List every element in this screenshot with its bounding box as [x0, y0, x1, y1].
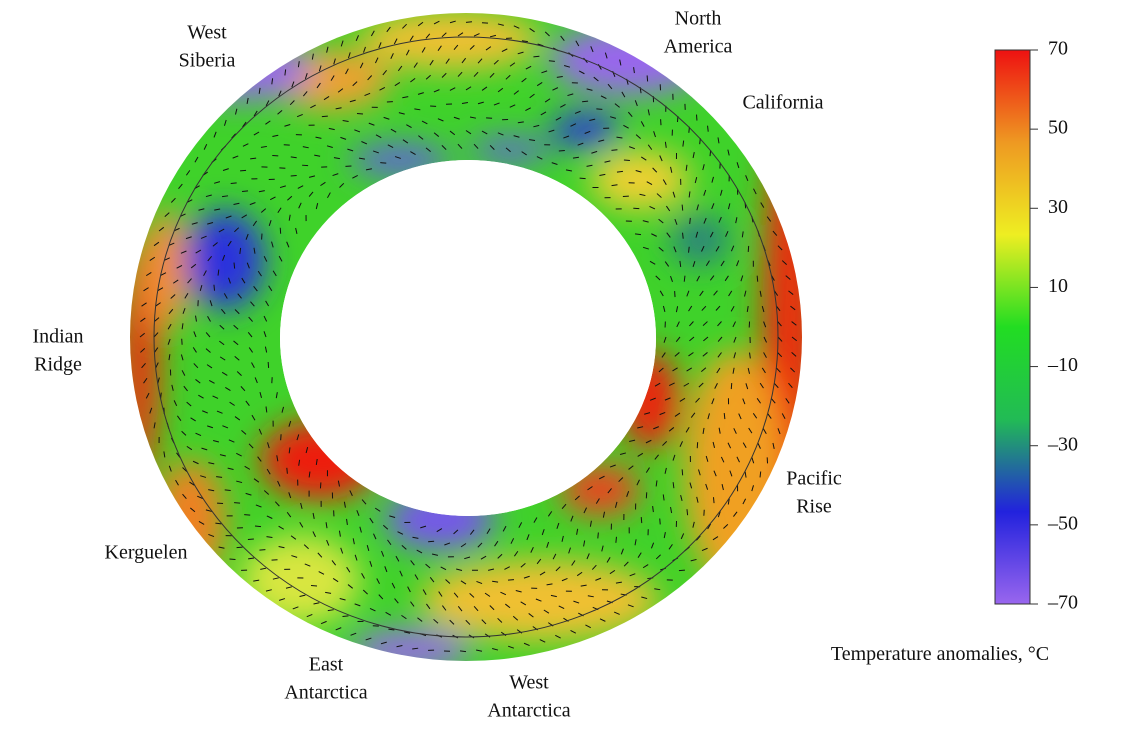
colorbar-tick-label: –10: [1047, 354, 1078, 376]
flow-arrow: [708, 126, 709, 132]
flow-arrow: [679, 570, 685, 571]
flow-arrow: [508, 580, 514, 581]
flow-arrow: [466, 22, 472, 23]
region-label: Antarctica: [487, 700, 570, 722]
colorbar-tick-label: 10: [1048, 275, 1068, 297]
flow-arrow: [250, 158, 256, 159]
flow-arrow: [234, 263, 235, 269]
region-label: Rise: [796, 496, 832, 518]
colorbar-tick-label: –30: [1047, 433, 1078, 455]
flow-arrow: [660, 518, 661, 524]
flow-arrow: [311, 586, 317, 587]
flow-arrow: [687, 509, 688, 515]
colorbar-label: Temperature anomalies, °C: [831, 643, 1049, 665]
region-label: West: [187, 22, 227, 44]
flow-arrow: [242, 191, 248, 192]
flow-arrow: [259, 550, 265, 551]
region-label: Kerguelen: [105, 542, 188, 564]
flow-arrow: [380, 163, 386, 164]
flow-arrow: [214, 285, 215, 291]
colorbar-tick-label: –70: [1047, 592, 1078, 614]
region-label: Pacific: [786, 468, 842, 490]
inner-core: [280, 160, 656, 516]
colorbar: [995, 50, 1030, 604]
flow-arrow: [596, 109, 602, 110]
colorbar-tick-label: 70: [1048, 38, 1068, 60]
region-label: Antarctica: [284, 682, 367, 704]
colorbar-tick-label: –50: [1047, 512, 1078, 534]
flow-arrow: [689, 247, 690, 253]
flow-arrow: [287, 468, 288, 474]
flow-arrow: [690, 218, 691, 224]
flow-arrow: [225, 490, 231, 491]
flow-arrow: [291, 175, 297, 176]
region-label: West: [509, 672, 549, 694]
flow-arrow: [683, 233, 684, 239]
flow-arrow: [549, 61, 555, 62]
flow-arrow: [647, 75, 648, 81]
flow-arrow: [322, 116, 328, 117]
flow-arrow: [724, 413, 725, 419]
flow-arrow: [760, 472, 761, 478]
flow-arrow: [342, 616, 348, 617]
flow-arrow: [611, 150, 617, 151]
flow-arrow: [460, 651, 466, 652]
flow-arrow: [713, 497, 714, 503]
region-label: Siberia: [179, 50, 236, 72]
region-label: East: [309, 654, 344, 676]
flow-arrow: [357, 113, 363, 114]
colorbar-tick-label: 50: [1048, 117, 1068, 139]
flow-arrow: [231, 183, 237, 184]
region-label: America: [664, 36, 733, 58]
flow-arrow: [255, 526, 261, 527]
flow-arrow: [582, 101, 588, 102]
flow-arrow: [240, 170, 246, 171]
region-label: California: [742, 92, 823, 114]
flow-arrow: [616, 537, 617, 543]
region-label: Ridge: [34, 354, 82, 376]
colorbar-tick-label: 30: [1048, 196, 1068, 218]
region-label: Indian: [32, 326, 83, 348]
flow-arrow: [757, 276, 758, 282]
region-label: North: [675, 8, 722, 30]
flow-arrow: [533, 56, 539, 57]
flow-arrow: [682, 205, 683, 211]
flow-arrow: [598, 533, 599, 539]
flow-arrow: [428, 541, 434, 542]
